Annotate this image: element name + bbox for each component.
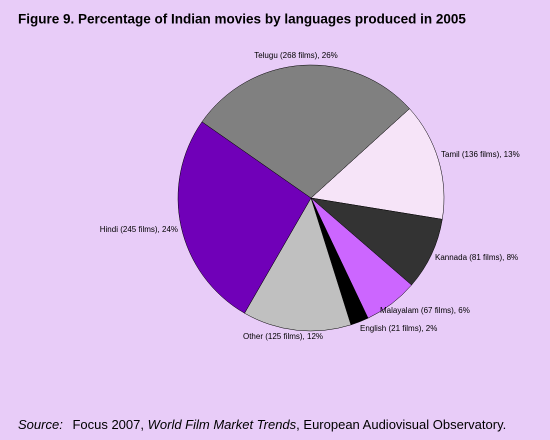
pie-slice	[310, 108, 445, 220]
slice-label: Hindi (245 films), 24%	[100, 225, 178, 234]
pie-slice	[177, 121, 312, 314]
slice-label: Malayalam (67 films), 6%	[380, 306, 470, 315]
slice-label: Telugu (268 films), 26%	[254, 51, 338, 60]
pie-slice	[244, 197, 352, 332]
source-label: Source:	[18, 417, 63, 432]
chart-title: Figure 9. Percentage of Indian movies by…	[18, 12, 466, 27]
pie-slice	[201, 64, 410, 199]
slice-label: Tamil (136 films), 13%	[441, 150, 520, 159]
source-text: Focus 2007,	[72, 417, 144, 432]
source: Source: Focus 2007, World Film Market Tr…	[18, 417, 506, 432]
slice-label: Other (125 films), 12%	[243, 332, 323, 341]
slice-label: English (21 films), 2%	[360, 324, 437, 333]
source-title: World Film Market Trends	[148, 417, 297, 432]
source-text: , European Audiovisual Observatory.	[296, 417, 506, 432]
slice-label: Kannada (81 films), 8%	[435, 253, 518, 262]
